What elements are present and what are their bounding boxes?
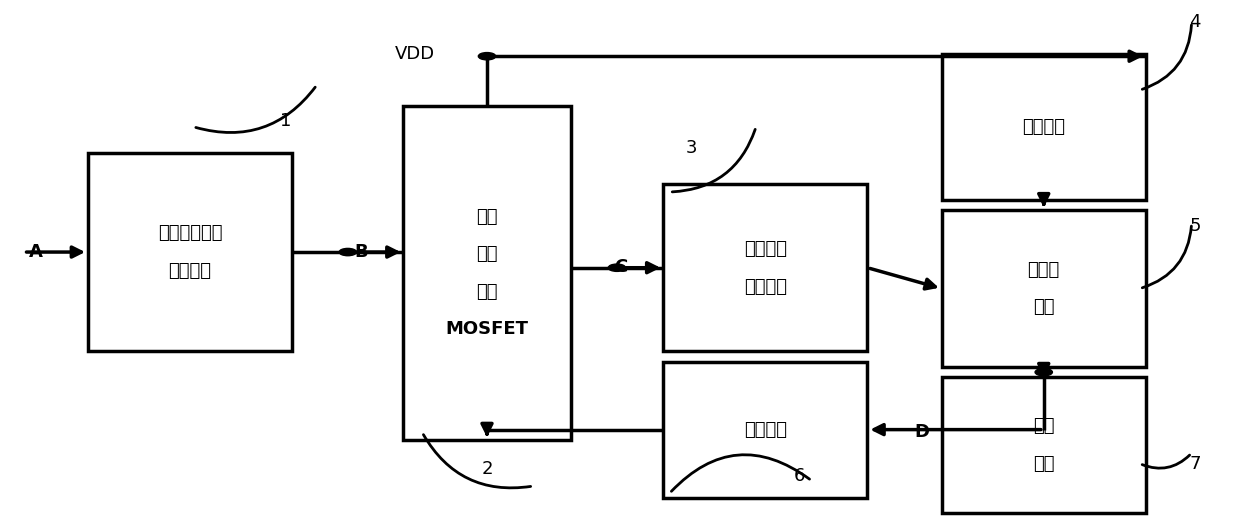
Text: MOSFET: MOSFET [445,320,528,338]
FancyBboxPatch shape [941,54,1146,200]
Text: 7: 7 [1189,455,1202,472]
Text: 功率: 功率 [1033,455,1054,473]
Text: 整形驱动电路: 整形驱动电路 [157,224,222,242]
Text: D: D [914,423,929,441]
Text: 5: 5 [1189,217,1202,235]
Text: 储能电路: 储能电路 [1022,118,1065,136]
Text: 开关栅极: 开关栅极 [744,278,787,296]
FancyBboxPatch shape [663,184,868,351]
Text: 驱动: 驱动 [476,245,497,263]
Text: A: A [29,243,43,261]
Text: 开关管: 开关管 [1028,261,1060,279]
Text: 驱动电路: 驱动电路 [744,240,787,258]
Text: 4: 4 [1189,13,1202,31]
Text: 放电电路: 放电电路 [744,421,787,438]
Circle shape [340,248,356,256]
FancyBboxPatch shape [403,106,570,440]
FancyBboxPatch shape [941,377,1146,513]
Circle shape [609,264,625,271]
Text: 调制: 调制 [1033,298,1054,317]
Text: VDD: VDD [394,45,435,62]
Text: 2: 2 [482,460,494,478]
FancyBboxPatch shape [663,362,868,498]
FancyBboxPatch shape [88,153,293,351]
Text: 栅极: 栅极 [476,283,497,301]
Text: 模块: 模块 [476,207,497,226]
Circle shape [479,52,496,60]
Circle shape [1035,369,1053,376]
Text: 器件: 器件 [1033,417,1054,435]
FancyBboxPatch shape [941,211,1146,367]
Text: 1: 1 [280,112,291,131]
Text: 调制脉冲: 调制脉冲 [169,262,212,280]
Text: 6: 6 [794,467,805,485]
Text: B: B [353,243,367,261]
Text: 3: 3 [686,139,698,156]
Text: C: C [614,258,627,276]
